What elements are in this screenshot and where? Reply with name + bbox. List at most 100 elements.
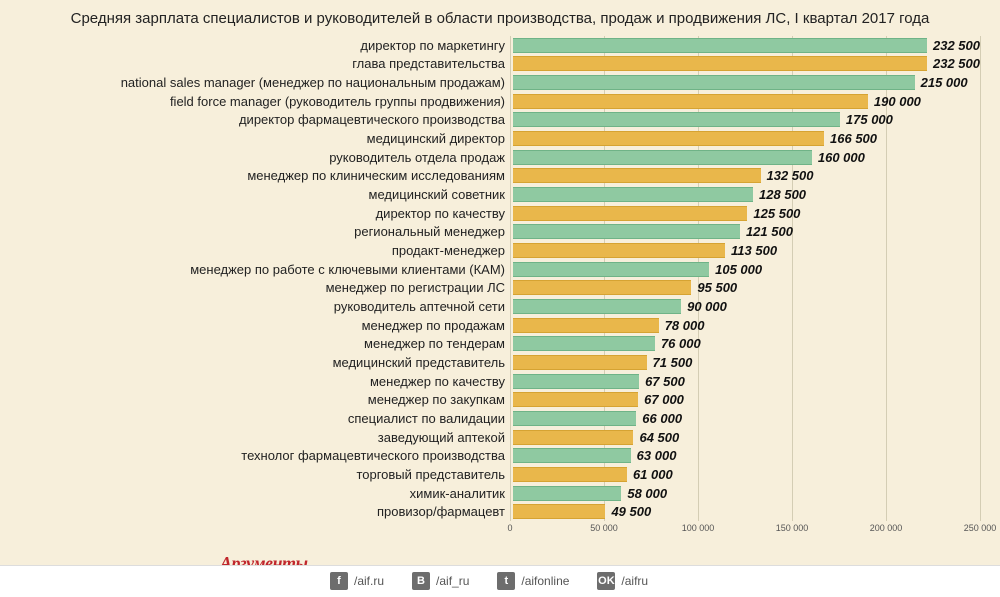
bar-wrap: 166 500 [513,129,980,148]
bar-wrap: 121 500 [513,223,980,242]
bar-value-label: 166 500 [824,131,877,146]
social-link[interactable]: OK/aifru [597,572,648,590]
bar-wrap: 113 500 [513,241,980,260]
bar-value-label: 113 500 [725,243,777,258]
row-label: field force manager (руководитель группы… [0,94,513,109]
row-label: глава представительства [0,56,513,71]
chart-row: директор фармацевтического производства1… [0,111,980,130]
bar-value-label: 160 000 [812,150,865,165]
row-label: менеджер по клиническим исследованиям [0,168,513,183]
social-link[interactable]: B/aif_ru [412,572,469,590]
chart-row: провизор/фармацевт 49 500 [0,502,980,521]
vk-icon: B [412,572,430,590]
chart-row: national sales manager (менеджер по наци… [0,73,980,92]
bar [513,94,868,109]
row-label: медицинский представитель [0,355,513,370]
bar [513,168,761,183]
x-tick-label: 0 [507,523,512,533]
bar-wrap: 76 000 [513,335,980,354]
bar-wrap: 160 000 [513,148,980,167]
chart-row: торговый представитель61 000 [0,465,980,484]
bar [513,187,753,202]
chart-row: химик-аналитик58 000 [0,484,980,503]
bar-value-label: 132 500 [761,168,814,183]
social-handle: /aif_ru [436,574,469,588]
bar-wrap: 63 000 [513,446,980,465]
facebook-icon: f [330,572,348,590]
social-link[interactable]: t/aifonline [497,572,569,590]
bar-value-label: 64 500 [633,430,679,445]
row-label: медицинский советник [0,187,513,202]
bar-value-label: 78 000 [659,318,705,333]
x-tick-label: 150 000 [776,523,809,533]
bar-value-label: 232 500 [927,38,980,53]
bar-value-label: 215 000 [915,75,968,90]
bar-wrap: 71 500 [513,353,980,372]
bar [513,374,639,389]
x-tick-label: 200 000 [870,523,903,533]
row-label: менеджер по качеству [0,374,513,389]
gridline [980,36,981,521]
chart-row: медицинский директор166 500 [0,129,980,148]
chart-row: продакт-менеджер 113 500 [0,241,980,260]
bar-wrap: 67 500 [513,372,980,391]
bar [513,75,915,90]
bar-wrap: 61 000 [513,465,980,484]
chart-row: технолог фармацевтического производства6… [0,446,980,465]
bar-value-label: 49 500 [605,504,651,519]
bar [513,336,655,351]
chart-row: менеджер по клиническим исследованиям 132… [0,167,980,186]
bar-wrap: 90 000 [513,297,980,316]
row-label: торговый представитель [0,467,513,482]
row-label: продакт-менеджер [0,243,513,258]
row-label: менеджер по тендерам [0,336,513,351]
bar [513,206,747,221]
bar [513,448,631,463]
row-label: провизор/фармацевт [0,504,513,519]
bar [513,262,709,277]
bar-wrap: 215 000 [513,73,980,92]
row-label: руководитель отдела продаж [0,150,513,165]
bar-value-label: 63 000 [631,448,677,463]
bar-value-label: 105 000 [709,262,762,277]
bar-wrap: 95 500 [513,279,980,298]
bar [513,486,621,501]
chart-row: медицинский советник128 500 [0,185,980,204]
x-axis: 050 000100 000150 000200 000250 000 [510,523,980,537]
x-tick-label: 100 000 [682,523,715,533]
chart-row: директор по маркетингу 232 500 [0,36,980,55]
row-label: директор по маркетингу [0,38,513,53]
footer-bar: f/aif.ru B/aif_ru t/aifonline OK/aifru [0,565,1000,597]
chart-row: менеджер по тендерам 76 000 [0,335,980,354]
bar [513,131,824,146]
bar [513,224,740,239]
bar-value-label: 67 000 [638,392,684,407]
row-label: химик-аналитик [0,486,513,501]
social-handle: /aif.ru [354,574,384,588]
chart-row: менеджер по качеству 67 500 [0,372,980,391]
social-link[interactable]: f/aif.ru [330,572,384,590]
chart-row: менеджер по продажам 78 000 [0,316,980,335]
chart-row: руководитель аптечной сети90 000 [0,297,980,316]
bar-wrap: 190 000 [513,92,980,111]
bar [513,150,812,165]
row-label: менеджер по закупкам [0,392,513,407]
chart-row: директор по качеству125 500 [0,204,980,223]
bar [513,392,638,407]
row-label: national sales manager (менеджер по наци… [0,75,513,90]
chart-row: медицинский представитель71 500 [0,353,980,372]
bar-value-label: 67 500 [639,374,685,389]
bar-value-label: 190 000 [868,94,921,109]
chart-row: глава представительства232 500 [0,55,980,74]
row-label: менеджер по продажам [0,318,513,333]
bar-wrap: 128 500 [513,185,980,204]
bar-wrap: 78 000 [513,316,980,335]
bar-wrap: 58 000 [513,484,980,503]
chart-row: менеджер по работе с ключевыми клиентами… [0,260,980,279]
bar-wrap: 232 500 [513,55,980,74]
bar [513,112,840,127]
row-label: заведующий аптекой [0,430,513,445]
social-handle: /aifru [621,574,648,588]
chart-row: руководитель отдела продаж 160 000 [0,148,980,167]
bar-value-label: 76 000 [655,336,701,351]
